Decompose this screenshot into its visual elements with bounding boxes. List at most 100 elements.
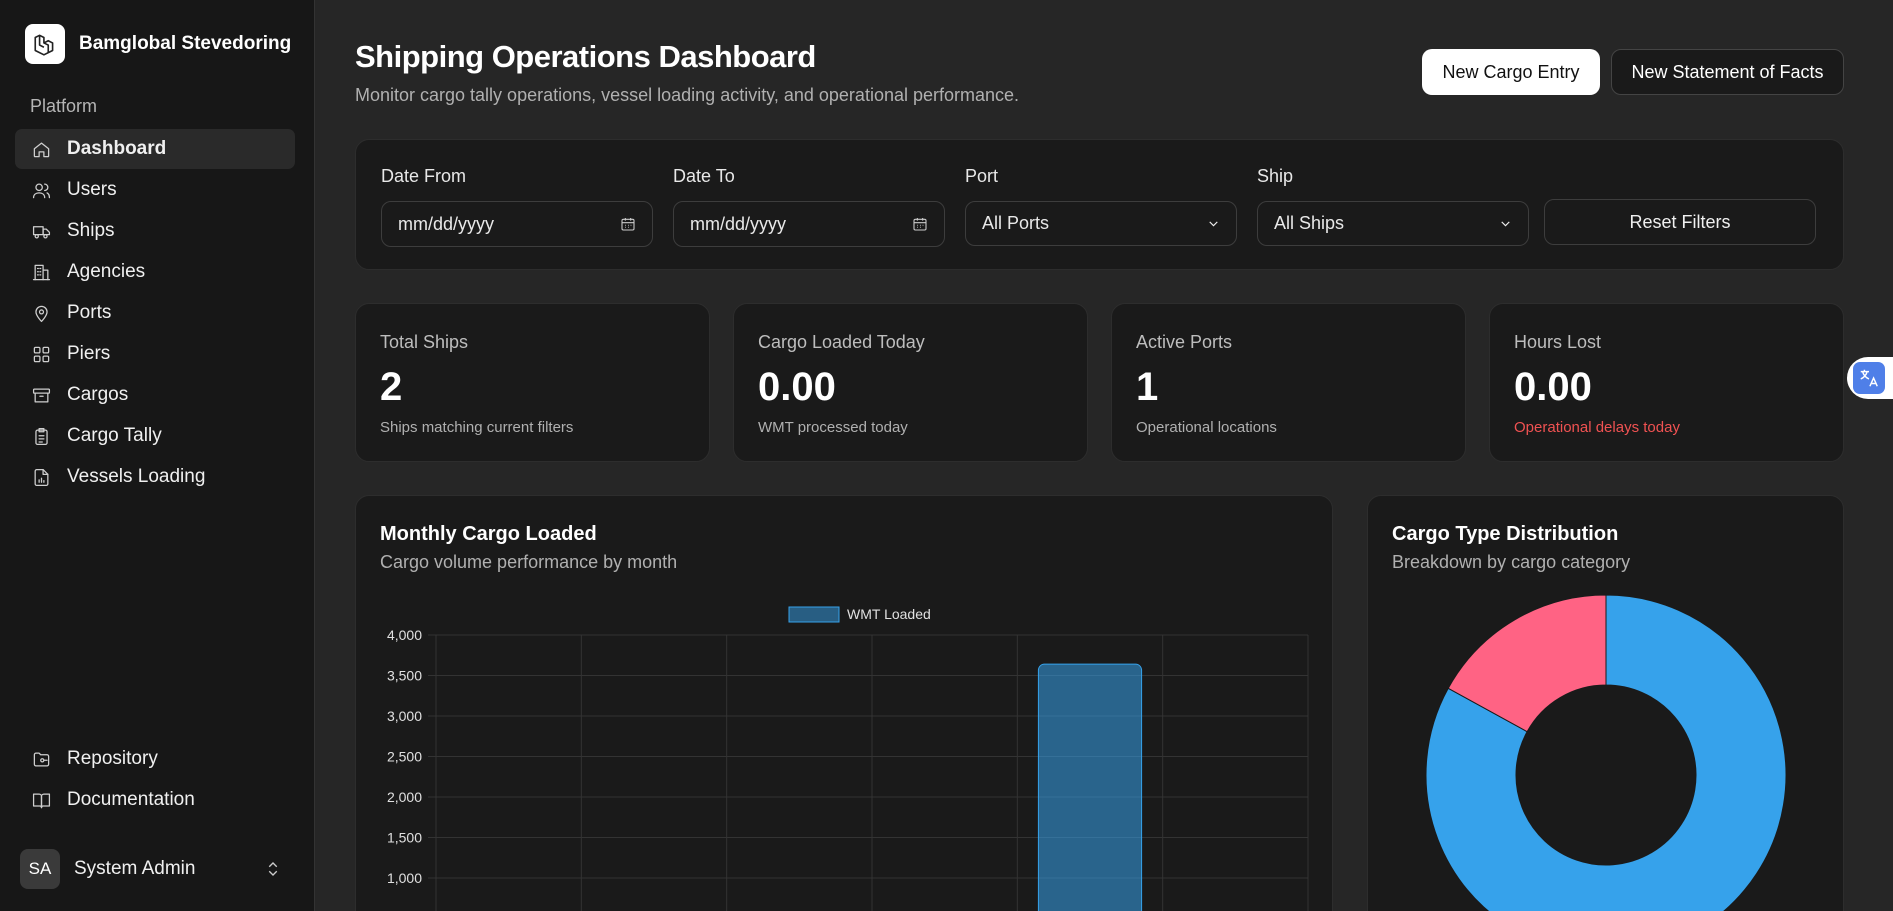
new-cargo-entry-button[interactable]: New Cargo Entry (1422, 49, 1600, 95)
card-subtitle: Cargo volume performance by month (380, 552, 678, 572)
sidebar-item-cargo-tally[interactable]: Cargo Tally (15, 416, 295, 456)
date-to-input[interactable]: mm/dd/yyyy (673, 201, 945, 247)
new-statement-of-facts-button[interactable]: New Statement of Facts (1611, 49, 1844, 95)
monthly-cargo-chart: WMT Loaded 1,000 1,500 2,000 2,500 3,000 3,500… (387, 606, 1309, 911)
home-icon (31, 139, 51, 159)
stat-value: 0.00 (1514, 365, 1592, 409)
sidebar-item-label: Repository (67, 748, 158, 769)
reset-filters-button[interactable]: Reset Filters (1544, 199, 1816, 245)
secondary-nav: Repository Documentation (15, 739, 295, 821)
avatar: SA (20, 849, 60, 889)
y-tick-label: 2,500 (387, 749, 422, 765)
sidebar-item-label: Ships (67, 220, 115, 241)
sidebar-item-label: Cargos (67, 384, 129, 405)
building-icon (31, 262, 51, 282)
stat-note: WMT processed today (758, 419, 908, 436)
sidebar-item-documentation[interactable]: Documentation (15, 780, 295, 820)
chevrons-up-down-icon (264, 860, 282, 878)
stat-card-cargo-loaded-today: Cargo Loaded Today 0.00 WMT processed to… (733, 303, 1088, 462)
truck-icon (31, 221, 51, 241)
date-to-label: Date To (673, 166, 735, 186)
filters-panel: Date From mm/dd/yyyy Date To mm/dd/yyyy … (355, 139, 1844, 270)
stat-card-hours-lost: Hours Lost 0.00 Operational delays today (1489, 303, 1844, 462)
sidebar-item-vessels-loading[interactable]: Vessels Loading (15, 457, 295, 497)
ship-field: Ship All Ships (1257, 166, 1529, 246)
map-pin-icon (31, 303, 51, 323)
card-title: Cargo Type Distribution (1392, 523, 1619, 545)
sidebar-item-repository[interactable]: Repository (15, 739, 295, 779)
y-tick-label: 3,000 (387, 708, 422, 724)
sidebar-item-cargos[interactable]: Cargos (15, 375, 295, 415)
port-select[interactable]: All Ports (965, 201, 1237, 246)
brand-name: Bamglobal Stevedoring (79, 33, 292, 54)
page-title: Shipping Operations Dashboard (355, 39, 816, 74)
chevron-down-icon (1501, 221, 1510, 227)
translate-icon (1853, 362, 1885, 394)
sidebar-item-label: Cargo Tally (67, 425, 162, 446)
sidebar-item-dashboard[interactable]: Dashboard (15, 129, 295, 169)
date-to-field: Date To mm/dd/yyyy (673, 166, 945, 247)
grid-icon (31, 344, 51, 364)
stat-note: Operational locations (1136, 419, 1277, 436)
y-tick-label: 3,500 (387, 668, 422, 684)
sidebar-item-label: Agencies (67, 261, 146, 282)
sidebar-item-ports[interactable]: Ports (15, 293, 295, 333)
main-content: Shipping Operations Dashboard Monitor ca… (315, 0, 1893, 911)
clipboard-icon (31, 426, 51, 446)
stat-card-total-ships: Total Ships 2 Ships matching current fil… (355, 303, 710, 462)
date-from-input[interactable]: mm/dd/yyyy (381, 201, 653, 247)
card-title: Monthly Cargo Loaded (380, 523, 597, 545)
y-tick-label: 1,000 (387, 870, 422, 886)
stat-value: 2 (380, 365, 403, 409)
y-tick-label: 4,000 (387, 627, 422, 643)
sidebar: Bamglobal Stevedoring Platform Dashboard… (0, 0, 315, 911)
date-from-field: Date From mm/dd/yyyy (381, 166, 653, 247)
book-open-icon (31, 790, 51, 810)
donut-slice (1425, 594, 1787, 911)
stat-value: 1 (1136, 365, 1159, 409)
sidebar-item-users[interactable]: Users (15, 170, 295, 210)
y-tick-label: 2,000 (387, 789, 422, 805)
users-icon (31, 180, 51, 200)
sidebar-item-label: Users (67, 179, 117, 200)
calendar-icon[interactable] (620, 216, 636, 232)
calendar-icon[interactable] (912, 216, 928, 232)
brand-logo-icon (25, 24, 65, 64)
page-subtitle: Monitor cargo tally operations, vessel l… (355, 85, 1020, 105)
card-subtitle: Breakdown by cargo category (1392, 552, 1631, 572)
brand[interactable]: Bamglobal Stevedoring (25, 24, 291, 64)
user-menu[interactable]: SA System Admin (20, 848, 282, 890)
stat-card-active-ports: Active Ports 1 Operational locations (1111, 303, 1466, 462)
donut-slice (1447, 594, 1607, 733)
port-select-value: All Ports (982, 213, 1050, 233)
date-to-placeholder: mm/dd/yyyy (690, 213, 787, 234)
bar (1037, 663, 1143, 911)
sidebar-item-label: Ports (67, 302, 112, 323)
sidebar-item-label: Vessels Loading (67, 466, 206, 487)
translate-widget[interactable] (1847, 357, 1893, 399)
ship-select[interactable]: All Ships (1257, 201, 1529, 246)
sidebar-item-agencies[interactable]: Agencies (15, 252, 295, 292)
legend-label: WMT Loaded (847, 606, 931, 622)
chevron-down-icon (1209, 221, 1218, 227)
monthly-cargo-card: Monthly Cargo Loaded Cargo volume perfor… (355, 495, 1333, 911)
y-tick-label: 1,500 (387, 830, 422, 846)
ship-select-value: All Ships (1274, 213, 1345, 233)
sidebar-item-label: Piers (67, 343, 111, 364)
folder-git-icon (31, 749, 51, 769)
port-label: Port (965, 166, 999, 186)
stat-value: 0.00 (758, 365, 836, 409)
file-chart-icon (31, 467, 51, 487)
nav-section-label: Platform (30, 96, 98, 116)
stat-label: Total Ships (380, 332, 469, 352)
cargo-type-chart (1425, 594, 1787, 911)
stat-label: Hours Lost (1514, 332, 1602, 352)
port-field: Port All Ports (965, 166, 1237, 246)
date-from-placeholder: mm/dd/yyyy (398, 213, 495, 234)
user-name: System Admin (74, 858, 196, 879)
sidebar-item-piers[interactable]: Piers (15, 334, 295, 374)
date-from-label: Date From (381, 166, 467, 186)
sidebar-item-label: Dashboard (67, 138, 167, 159)
sidebar-item-ships[interactable]: Ships (15, 211, 295, 251)
main-nav: Dashboard Users Ships Agencies Ports Pie… (15, 129, 295, 498)
